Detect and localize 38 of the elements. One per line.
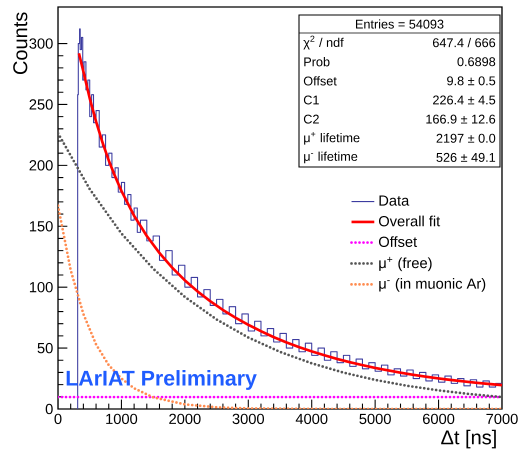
y-tick-label: 50 xyxy=(38,342,53,354)
annotation: χ$^{2}$ / ndf xyxy=(303,36,344,50)
legend-label: Overall fit xyxy=(378,216,440,226)
x-tick-label: 2000 xyxy=(169,414,201,424)
y-tick-label: 300 xyxy=(29,38,53,49)
annotation: 0.6898 xyxy=(457,57,496,66)
annotation: 226.4 ± 4.5 xyxy=(433,96,496,104)
legend-label: μ$^{+}$ (free) xyxy=(379,256,432,272)
y-tick-label: 250 xyxy=(30,99,53,110)
annotation: Offset xyxy=(304,76,337,86)
line-series xyxy=(58,132,502,398)
legend-label: Data xyxy=(380,196,410,206)
annotation: 166.9 ± 12.6 xyxy=(426,114,496,124)
annotation: μ$^{-}$ lifetime xyxy=(304,152,358,164)
x-tick-label: 0 xyxy=(54,414,62,424)
annotation: 2197 ± 0.0 xyxy=(436,134,496,143)
annotation: C1 xyxy=(304,96,319,104)
annotation: 9.8 ± 0.5 xyxy=(447,76,496,86)
legend-label: μ$^{-}$ (in muonic Ar) xyxy=(379,278,486,292)
annotation: Entries = 54093 xyxy=(356,19,444,29)
y-tick-label: 150 xyxy=(30,221,53,232)
annotation: 647.4 / 666 xyxy=(432,38,496,48)
y-tick-label: 200 xyxy=(30,160,53,171)
x-tick-label: 5000 xyxy=(359,414,391,424)
y-tick-label: 100 xyxy=(30,282,53,292)
x-tick-label: 6000 xyxy=(423,414,454,424)
x-axis-title: Δt [ns] xyxy=(441,430,496,448)
y-tick-label: 0 xyxy=(46,404,53,414)
annotation: C2 xyxy=(304,114,319,124)
x-tick-label: 1000 xyxy=(106,414,138,424)
x-tick-label: 7000 xyxy=(486,414,518,424)
annotation: Prob xyxy=(304,57,330,66)
annotation: 526 ± 49.1 xyxy=(436,152,496,162)
annotation: μ$^{+}$ lifetime xyxy=(304,132,360,145)
x-tick-label: 3000 xyxy=(232,414,264,424)
legend-label: Offset xyxy=(378,236,418,247)
x-tick-label: 4000 xyxy=(296,414,328,424)
y-axis-title: Counts xyxy=(13,12,28,74)
